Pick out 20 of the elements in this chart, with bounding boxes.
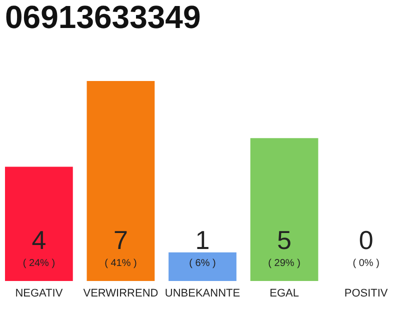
annotation: ( 29% )	[268, 258, 300, 269]
bar	[168, 252, 236, 281]
x-tick-label: UNBEKANNTE	[164, 288, 240, 300]
data-label: 4	[32, 225, 46, 255]
bar	[250, 138, 318, 281]
data-label: 5	[277, 225, 292, 255]
annotation: ( 0% )	[352, 258, 380, 269]
x-tick-label: EGAL	[270, 288, 299, 300]
data-label: 0	[358, 225, 374, 255]
x-tick-label: NEGATIV	[15, 288, 64, 300]
annotation: ( 6% )	[189, 258, 216, 269]
data-label: 1	[195, 225, 210, 255]
x-tick-label: VERWIRREND	[83, 288, 158, 300]
bar	[5, 166, 73, 281]
chart-title: 06913633349	[5, 0, 201, 35]
bar	[86, 81, 155, 281]
x-tick-label: POSITIV	[344, 288, 388, 300]
data-label: 7	[113, 225, 128, 255]
annotation: ( 41% )	[104, 258, 137, 269]
annotation: ( 24% )	[22, 258, 56, 269]
